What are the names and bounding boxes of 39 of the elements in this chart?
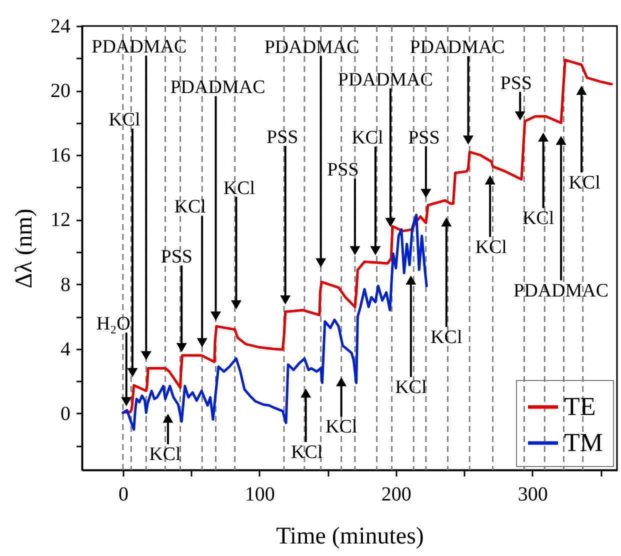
annotation: PSS	[160, 246, 192, 268]
annotation: KCl	[395, 377, 427, 398]
annotation: PDADMAC	[338, 69, 433, 90]
legend-label: TE	[564, 392, 596, 421]
annotation: PDADMAC	[170, 77, 266, 98]
annotation: KCl	[352, 128, 384, 149]
annotation: H₂O	[96, 314, 130, 335]
annotation: PSS	[408, 127, 440, 148]
annotation: KCl	[475, 236, 507, 258]
legend-label: TM	[564, 428, 603, 457]
annotation: PDADMAC	[264, 36, 360, 58]
y-axis-title: Δλ (nm)	[12, 208, 38, 288]
x-tick-label: 100	[244, 484, 275, 506]
y-tick-label: 0	[60, 402, 70, 425]
y-tick-label: 4	[60, 338, 70, 360]
y-tick-label: 12	[50, 209, 70, 232]
annotation: PSS	[327, 160, 359, 181]
y-tick-label: 8	[60, 274, 70, 296]
annotation: PDADMAC	[514, 280, 609, 302]
annotation: KCl	[522, 208, 554, 230]
annotation: PDADMAC	[92, 36, 187, 58]
x-tick-label: 200	[381, 484, 412, 506]
annotation: KCl	[325, 416, 358, 438]
annotation: KCl	[290, 442, 323, 464]
annotation: PDADMAC	[410, 37, 505, 58]
annotation: KCl	[149, 444, 181, 466]
x-tick-label: 300	[518, 484, 548, 506]
annotation: PSS	[500, 72, 532, 94]
y-tick-label: 24	[50, 16, 70, 38]
annotation: KCl	[174, 196, 206, 218]
annotation: KCl	[108, 110, 140, 131]
annotation: PSS	[266, 126, 298, 148]
x-tick-label: 0	[118, 484, 128, 506]
x-axis-title: Time (minutes)	[276, 524, 424, 550]
y-tick-label: 20	[50, 80, 70, 102]
annotation: KCl	[223, 178, 256, 199]
y-tick-label: 16	[50, 144, 70, 167]
annotation: KCl	[568, 172, 600, 194]
annotation: KCl	[430, 326, 462, 348]
